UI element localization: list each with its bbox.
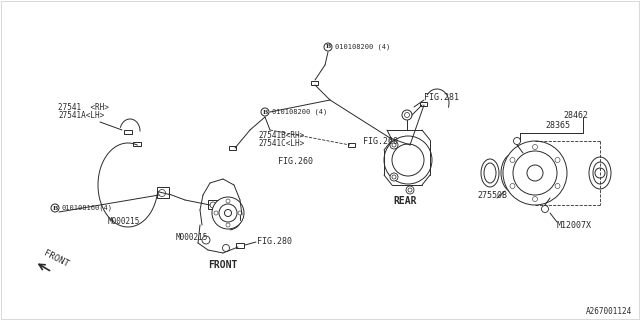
Text: FIG.260: FIG.260: [278, 157, 313, 166]
Circle shape: [219, 204, 237, 222]
Circle shape: [390, 141, 398, 149]
Ellipse shape: [589, 157, 611, 189]
Text: FIG.280: FIG.280: [257, 237, 292, 246]
Circle shape: [202, 236, 210, 244]
Circle shape: [406, 186, 414, 194]
Circle shape: [527, 165, 543, 181]
Text: FRONT: FRONT: [42, 249, 70, 269]
Circle shape: [225, 210, 232, 217]
Text: 27541  <RH>: 27541 <RH>: [58, 103, 109, 113]
Circle shape: [541, 205, 548, 212]
Circle shape: [392, 144, 424, 176]
Circle shape: [513, 151, 557, 195]
Circle shape: [392, 143, 396, 147]
Text: 27541C<LH>: 27541C<LH>: [258, 139, 304, 148]
Circle shape: [214, 211, 218, 215]
Circle shape: [390, 173, 398, 181]
Bar: [157, 187, 169, 198]
Text: 28462: 28462: [563, 110, 588, 119]
Circle shape: [510, 157, 515, 163]
Circle shape: [159, 189, 166, 196]
Circle shape: [555, 157, 560, 163]
Ellipse shape: [593, 162, 607, 184]
Ellipse shape: [501, 153, 529, 193]
Text: B: B: [325, 44, 331, 50]
Text: FRONT: FRONT: [208, 260, 237, 270]
Bar: [236, 243, 244, 248]
Text: 010108200 (4): 010108200 (4): [335, 44, 390, 50]
Circle shape: [261, 108, 269, 116]
Circle shape: [404, 113, 410, 117]
Ellipse shape: [481, 159, 499, 187]
Text: FIG.281: FIG.281: [424, 92, 459, 101]
Text: 010108160(4): 010108160(4): [62, 205, 113, 211]
Circle shape: [555, 183, 560, 188]
Bar: [420, 102, 427, 106]
Circle shape: [402, 110, 412, 120]
Text: FIG.260: FIG.260: [363, 138, 398, 147]
Text: 27541A<LH>: 27541A<LH>: [58, 111, 104, 121]
Bar: [133, 142, 141, 146]
Circle shape: [513, 138, 520, 145]
Text: REAR: REAR: [393, 196, 417, 206]
Circle shape: [51, 204, 59, 212]
Text: 27541B<RH>: 27541B<RH>: [258, 131, 304, 140]
Text: M000215: M000215: [108, 218, 140, 227]
Circle shape: [212, 197, 244, 229]
Circle shape: [324, 43, 332, 51]
Ellipse shape: [506, 159, 524, 187]
Text: M000215: M000215: [176, 234, 209, 243]
Text: 27550B: 27550B: [477, 190, 507, 199]
Circle shape: [384, 136, 432, 184]
Circle shape: [210, 202, 216, 208]
Text: B: B: [52, 205, 58, 211]
Circle shape: [408, 188, 412, 192]
Circle shape: [226, 199, 230, 203]
Bar: [348, 143, 355, 147]
Circle shape: [503, 141, 567, 205]
Ellipse shape: [484, 163, 496, 183]
Bar: [229, 146, 236, 150]
Circle shape: [392, 175, 396, 179]
Circle shape: [226, 223, 230, 227]
Circle shape: [238, 211, 242, 215]
Circle shape: [532, 196, 538, 202]
Bar: [311, 81, 318, 85]
Bar: [208, 200, 218, 209]
Circle shape: [595, 168, 605, 178]
Circle shape: [510, 183, 515, 188]
Bar: [218, 202, 224, 206]
Text: A267001124: A267001124: [586, 308, 632, 316]
Circle shape: [223, 244, 230, 252]
Circle shape: [532, 145, 538, 149]
Bar: [124, 130, 132, 134]
Text: M12007X: M12007X: [557, 220, 592, 229]
Text: B: B: [262, 109, 268, 115]
Text: 010108200 (4): 010108200 (4): [272, 109, 327, 115]
Text: 28365: 28365: [545, 121, 570, 130]
